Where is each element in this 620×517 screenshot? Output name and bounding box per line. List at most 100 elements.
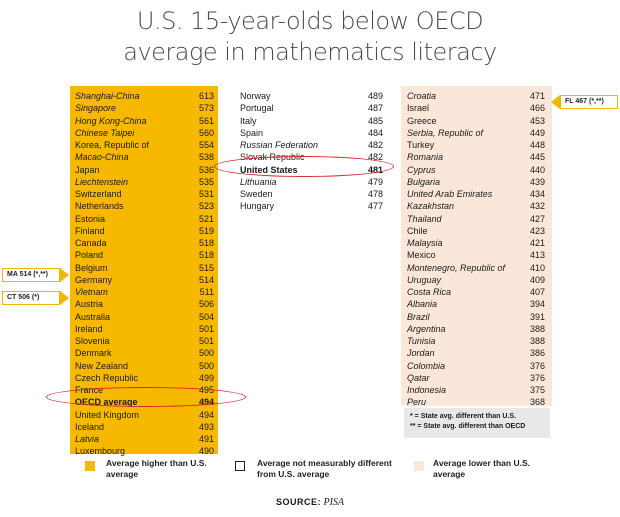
country-name: Thailand: [407, 213, 442, 224]
country-name: Costa Rica: [407, 287, 452, 297]
score-value: 448: [529, 140, 545, 150]
table-row: Germany 514: [75, 274, 214, 286]
score-value: 491: [198, 434, 214, 444]
table-row: Poland 518: [75, 249, 214, 261]
country-name: Belgium: [75, 262, 108, 273]
table-row: Hungary 477: [240, 200, 383, 212]
table-row: Czech Republic 499: [75, 372, 214, 384]
table-row: Iceland 493: [75, 421, 214, 433]
fl-callout: FL 467 (*,**): [560, 95, 618, 109]
score-value: 484: [367, 127, 383, 138]
ct-callout-arrow: [60, 291, 69, 305]
country-name: Bulgaria: [407, 176, 441, 187]
table-row: Estonia 521: [75, 213, 214, 225]
country-name: Romania: [407, 152, 444, 163]
table-row: Thailand 427: [407, 213, 545, 225]
country-name: Israel: [407, 103, 430, 114]
country-name: Argentina: [407, 323, 446, 334]
legend-label-lower: Average lower than U.S. average: [433, 458, 530, 479]
score-value: 519: [198, 225, 214, 236]
lower-than-us-column: [401, 86, 552, 406]
table-row: Argentina 388: [407, 323, 545, 335]
score-value: 518: [198, 238, 214, 248]
table-row: Romania 445: [407, 151, 545, 163]
score-value: 523: [198, 201, 214, 212]
country-name: Indonesia: [407, 385, 447, 395]
table-row: Cyprus 440: [407, 164, 545, 176]
score-value: 466: [529, 103, 545, 114]
score-value: 501: [198, 323, 214, 334]
score-value: 375: [529, 385, 545, 395]
country-name: Ireland: [75, 323, 103, 334]
country-name: Chinese Taipei: [75, 127, 135, 138]
country-name: Tunisia: [407, 336, 436, 346]
score-value: 477: [367, 201, 383, 212]
score-value: 518: [198, 250, 214, 261]
country-name: Qatar: [407, 372, 430, 383]
country-name: Luxembourg: [75, 446, 126, 457]
source-line: SOURCE: PISA: [0, 497, 620, 508]
country-name: United Kingdom: [75, 409, 140, 420]
source-label: SOURCE:: [275, 497, 321, 507]
legend-label-not-different: Average not measurably different from U.…: [257, 458, 392, 479]
country-name: Switzerland: [75, 189, 122, 199]
table-row: Australia 504: [75, 311, 214, 323]
score-value: 501: [198, 336, 214, 346]
score-value: 494: [198, 409, 214, 420]
score-value: 376: [529, 360, 545, 371]
score-value: 560: [198, 127, 214, 138]
table-row: Malaysia 421: [407, 237, 545, 249]
score-value: 482: [367, 140, 383, 150]
score-value: 554: [198, 140, 214, 150]
table-row: Ireland 501: [75, 323, 214, 335]
table-row: Bulgaria 439: [407, 176, 545, 188]
footnotes: * = State avg. different than U.S. ** = …: [404, 408, 550, 438]
country-name: Montenegro, Republic of: [407, 262, 506, 273]
table-row: Costa Rica 407: [407, 286, 545, 298]
score-value: 482: [367, 152, 383, 163]
country-name: Lithuania: [240, 176, 277, 187]
country-name: Malaysia: [407, 238, 443, 248]
score-value: 478: [367, 189, 383, 199]
table-row: Austria 506: [75, 298, 214, 310]
table-row: Slovenia 501: [75, 335, 214, 347]
country-name: Italy: [240, 115, 257, 126]
title-line-2: average in mathematics literacy: [123, 38, 497, 66]
legend-swatch-not-different: [235, 461, 245, 471]
score-value: 535: [198, 176, 214, 187]
score-value: 506: [198, 299, 214, 310]
score-value: 423: [529, 225, 545, 236]
country-name: Denmark: [75, 348, 112, 359]
country-name: Serbia, Republic of: [407, 127, 484, 138]
table-row: Serbia, Republic of 449: [407, 127, 545, 139]
country-name: Germany: [75, 274, 113, 285]
country-name: Sweden: [240, 189, 273, 199]
table-row: New Zealand 500: [75, 360, 214, 372]
score-value: 410: [529, 262, 545, 273]
country-name: Latvia: [75, 434, 100, 444]
country-name: Portugal: [240, 103, 274, 114]
score-value: 376: [529, 372, 545, 383]
country-name: Jordan: [407, 348, 435, 359]
united-states-highlight: [214, 156, 394, 177]
score-value: 561: [198, 115, 214, 126]
score-value: 487: [367, 103, 383, 114]
table-row: Korea, Republic of 554: [75, 139, 214, 151]
score-value: 485: [367, 115, 383, 126]
country-name: Czech Republic: [75, 372, 139, 383]
country-name: Peru: [407, 397, 427, 408]
table-row: Belgium 515: [75, 262, 214, 274]
title-line-1: U.S. 15-year-olds below OECD: [136, 7, 484, 35]
table-row: Tunisia 388: [407, 335, 545, 347]
country-name: Macao-China: [75, 152, 129, 163]
table-row: Russian Federation 482: [240, 139, 383, 151]
score-value: 499: [198, 372, 214, 383]
table-row: Indonesia 375: [407, 384, 545, 396]
oecd-average-highlight: [46, 387, 246, 407]
table-row: Croatia 471: [407, 90, 545, 102]
table-row: Netherlands 523: [75, 200, 214, 212]
score-value: 407: [529, 287, 545, 297]
score-value: 421: [529, 238, 545, 248]
score-value: 479: [367, 176, 383, 187]
table-row: Macao-China 538: [75, 151, 214, 163]
